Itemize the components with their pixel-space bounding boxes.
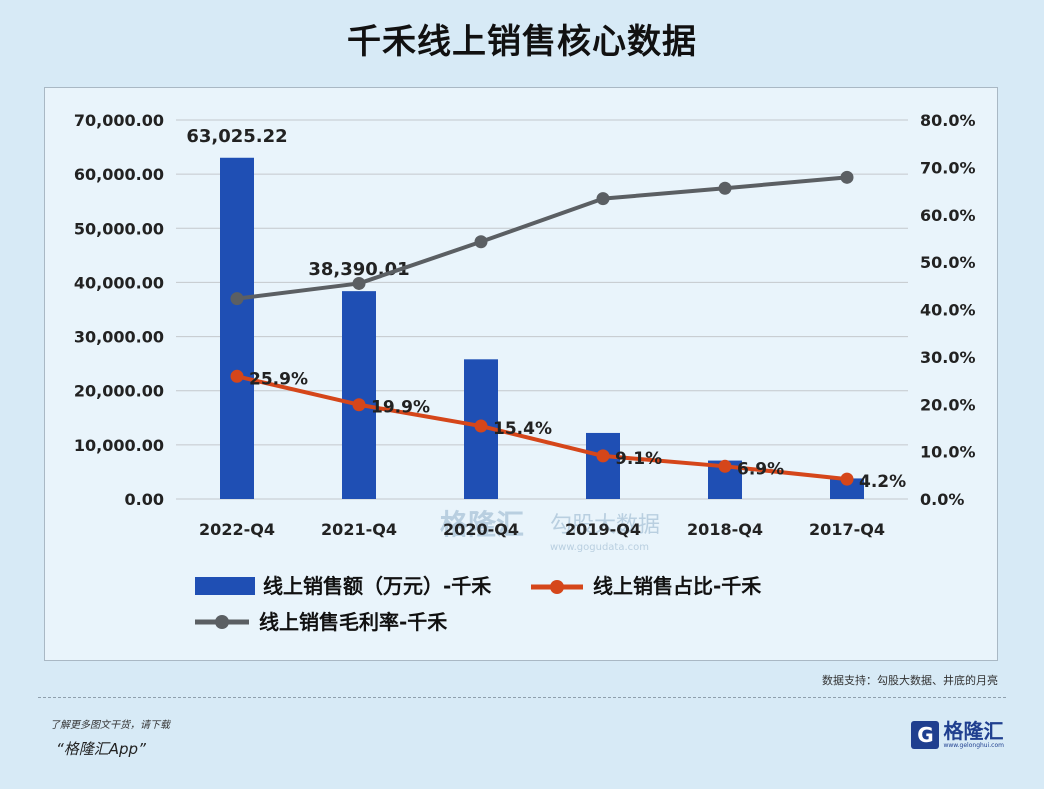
series-point <box>596 449 610 463</box>
series-line <box>236 374 848 482</box>
y-left-tick-label: 60,000.00 <box>74 165 164 184</box>
x-tick-label: 2017-Q4 <box>809 520 885 539</box>
legend-label: 线上销售额（万元）-千禾 <box>263 574 491 598</box>
page-title: 千禾线上销售核心数据 <box>347 22 697 62</box>
series-point <box>474 419 488 433</box>
y-right-tick-label: 0.0% <box>920 490 964 509</box>
legend-label: 线上销售毛利率-千禾 <box>259 610 447 634</box>
y-right-tick-label: 10.0% <box>920 443 976 462</box>
series-point <box>718 459 732 473</box>
series-point <box>718 181 732 195</box>
series-point <box>230 369 244 383</box>
series-point <box>840 170 854 184</box>
series-point <box>596 192 610 206</box>
x-tick-label: 2021-Q4 <box>321 520 397 539</box>
series-point <box>474 235 488 249</box>
series-point <box>352 276 366 290</box>
brand-name: 格隆汇 <box>943 719 1004 743</box>
y-left-tick-label: 30,000.00 <box>74 328 164 347</box>
chart-svg: 格隆汇 勾股大数据 www.gogudata.com 0.00 10,000.00 20,… <box>74 111 976 634</box>
brand-url: www.gelonghui.com <box>943 742 1004 749</box>
y-left-tick-label: 50,000.00 <box>74 219 164 238</box>
y-right-tick-label: 40.0% <box>920 301 976 320</box>
x-tick-label: 2022-Q4 <box>199 520 275 539</box>
series-line <box>236 175 848 301</box>
line-data-label: 19.9% <box>371 398 430 418</box>
line-data-label: 25.9% <box>249 369 308 389</box>
chart-frame: 格隆汇 勾股大数据 www.gogudata.com 0.00 10,000.00 20,… <box>44 87 998 661</box>
legend-swatch-marker <box>550 580 564 594</box>
watermark-text: www.gogudata.com <box>550 542 649 553</box>
x-tick-label: 2020-Q4 <box>443 520 519 539</box>
y-right-tick-label: 70.0% <box>920 158 976 177</box>
bar-data-label: 63,025.22 <box>186 126 287 147</box>
y-left-tick-label: 20,000.00 <box>74 382 164 401</box>
y-left-tick-label: 10,000.00 <box>74 436 164 455</box>
legend-swatch-bar <box>195 577 255 595</box>
bar <box>342 291 376 499</box>
y-right-tick-label: 50.0% <box>920 253 976 272</box>
divider <box>38 697 1006 698</box>
series-point <box>840 472 854 486</box>
bar <box>220 157 254 499</box>
y-left-tick-label: 0.00 <box>125 490 164 509</box>
legend-label: 线上销售占比-千禾 <box>593 574 761 598</box>
source-note: 数据支持：勾股大数据、井底的月亮 <box>822 674 998 687</box>
series-point <box>352 398 366 412</box>
line-data-label: 6.9% <box>737 459 784 479</box>
x-tick-label: 2019-Q4 <box>565 520 641 539</box>
x-tick-label: 2018-Q4 <box>687 520 763 539</box>
line-data-label: 4.2% <box>859 472 906 492</box>
legend-swatch-marker <box>215 615 229 629</box>
y-left-tick-label: 40,000.00 <box>74 273 164 292</box>
y-left-tick-label: 70,000.00 <box>74 111 164 130</box>
y-right-tick-label: 60.0% <box>920 206 976 225</box>
watermark-text: 格隆汇 <box>440 508 524 541</box>
promo-text: 了解更多图文干货，请下载 <box>50 720 170 731</box>
line-data-label: 15.4% <box>493 419 552 439</box>
brand-icon: G <box>911 721 940 749</box>
watermark-text: 勾股大数据 <box>550 513 660 538</box>
line-data-label: 9.1% <box>615 449 662 469</box>
brand-logo[interactable]: G 格隆汇 www.gelonghui.com <box>911 720 1004 750</box>
y-right-tick-label: 20.0% <box>920 395 976 414</box>
y-right-tick-label: 80.0% <box>920 111 976 130</box>
bar <box>586 432 620 499</box>
series-point <box>230 292 244 306</box>
y-right-tick-label: 30.0% <box>920 348 976 367</box>
bar <box>830 478 864 499</box>
promo-app-name: “格隆汇App” <box>56 740 146 758</box>
